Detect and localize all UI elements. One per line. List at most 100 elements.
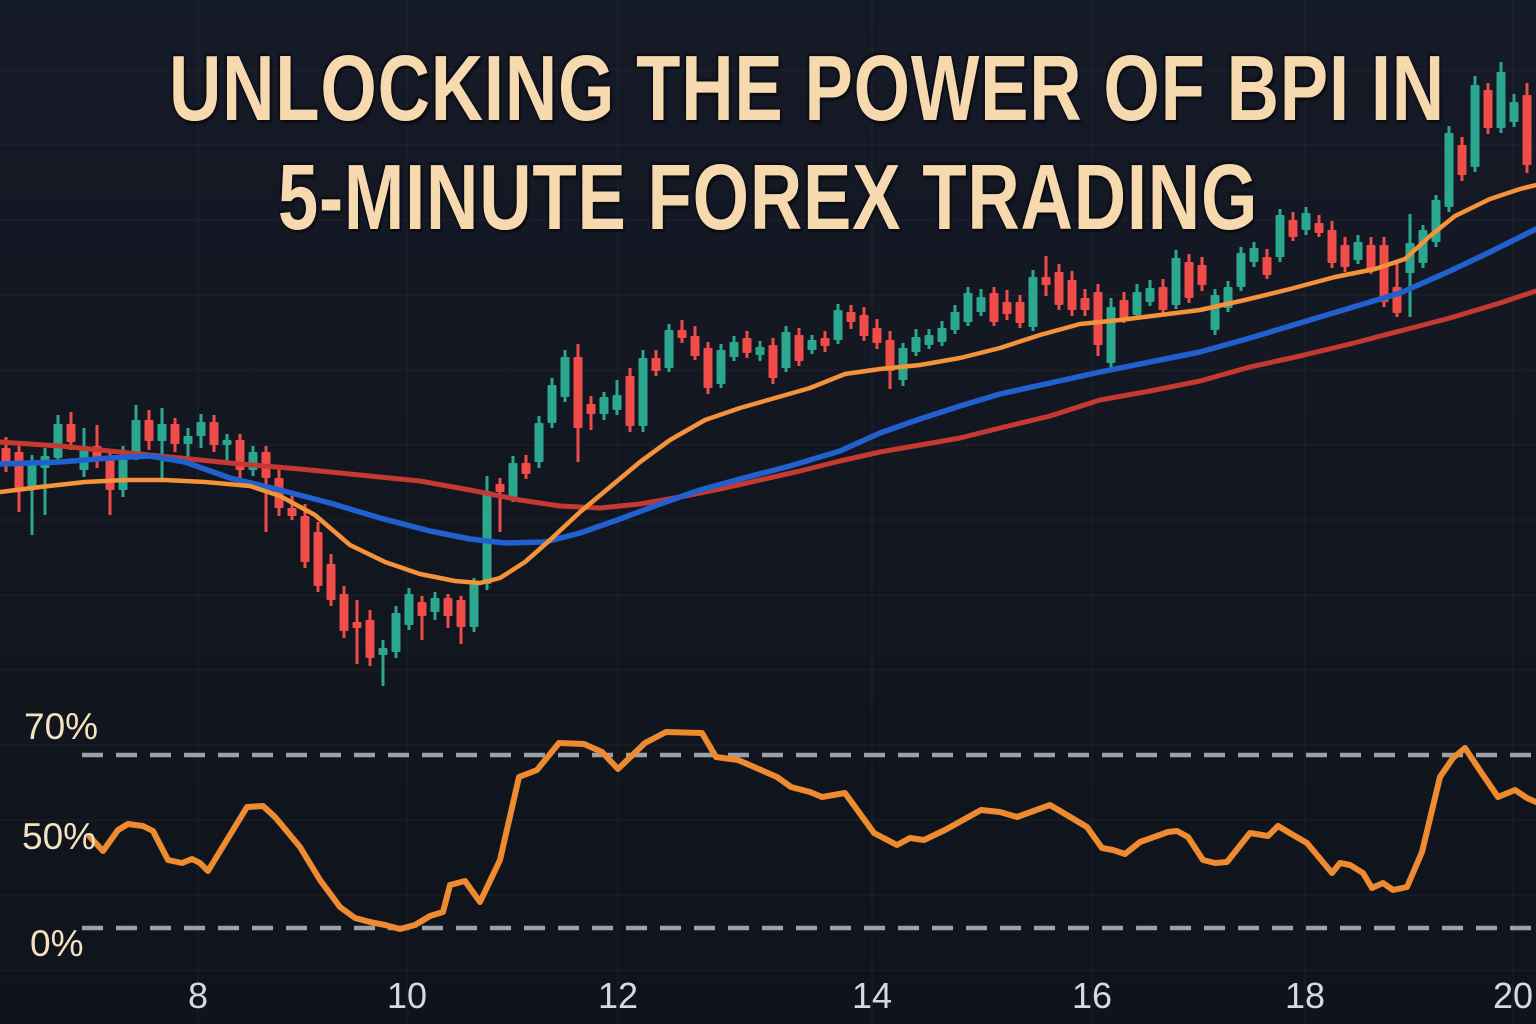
candle-up xyxy=(1236,253,1246,287)
candle-up xyxy=(755,347,765,355)
candle-down xyxy=(209,422,219,445)
candle-down xyxy=(794,335,804,361)
candle-down xyxy=(287,508,297,516)
candle-up xyxy=(729,342,739,357)
candle-down xyxy=(820,338,830,346)
candle-down xyxy=(1002,302,1012,314)
candle-up xyxy=(1145,288,1155,302)
candle-down xyxy=(586,404,596,414)
candle-up xyxy=(196,422,206,436)
candle-down xyxy=(625,376,635,426)
candle-up xyxy=(560,357,570,397)
candle-up xyxy=(976,297,986,312)
candle-up xyxy=(716,350,726,384)
oscillator-percent-label: 50% xyxy=(22,816,96,857)
candle-up xyxy=(508,463,518,497)
candle-down xyxy=(989,293,999,322)
candle-up xyxy=(664,330,674,368)
candle-down xyxy=(872,328,882,343)
x-tick-label: 18 xyxy=(1285,975,1325,1016)
candle-down xyxy=(742,338,752,353)
candle-down xyxy=(326,564,336,600)
candle-down xyxy=(690,336,700,356)
candle-down xyxy=(14,452,24,490)
candle-up xyxy=(1275,215,1285,257)
candle-up xyxy=(1509,102,1519,122)
candle-down xyxy=(1288,220,1298,237)
candle-up xyxy=(911,337,921,352)
candle-down xyxy=(300,516,310,562)
candle-up xyxy=(638,358,648,426)
candle-down xyxy=(885,340,895,371)
candle-down xyxy=(521,463,531,474)
candle-up xyxy=(547,385,557,423)
x-tick-label: 8 xyxy=(188,975,208,1016)
candle-down xyxy=(105,458,115,490)
candle-up xyxy=(1301,213,1311,230)
candle-up xyxy=(430,598,440,612)
candle-down xyxy=(1483,90,1493,128)
candle-down xyxy=(352,622,362,628)
candle-down xyxy=(1197,265,1207,285)
candle-up xyxy=(391,613,401,652)
candle-down xyxy=(1457,145,1467,175)
candle-up xyxy=(612,395,622,410)
ma-line-mid xyxy=(0,226,1536,546)
candle-up xyxy=(157,424,167,441)
candle-up xyxy=(833,310,843,340)
candle-down xyxy=(1522,95,1532,165)
candle-down xyxy=(1366,245,1376,270)
candle-up xyxy=(482,491,492,584)
candle-up xyxy=(1470,85,1480,167)
candle-up xyxy=(53,424,63,458)
candle-down xyxy=(1054,272,1064,305)
candle-down xyxy=(339,594,349,631)
x-tick-label: 16 xyxy=(1072,975,1112,1016)
candle-up xyxy=(937,328,947,342)
candle-up xyxy=(950,312,960,330)
candle-down xyxy=(1327,230,1337,263)
candle-down xyxy=(1093,292,1103,345)
candle-down xyxy=(313,532,323,586)
candle-down xyxy=(1340,245,1350,267)
candle-up xyxy=(807,340,817,350)
candle-down xyxy=(703,348,713,388)
candle-up xyxy=(183,436,193,444)
candle-down xyxy=(170,424,180,444)
candle-down xyxy=(573,357,583,428)
candle-down xyxy=(1314,223,1324,233)
ma-line-slow xyxy=(0,288,1536,511)
candle-down xyxy=(846,312,856,322)
x-tick-label: 12 xyxy=(598,975,638,1016)
oscillator-percent-label: 0% xyxy=(30,923,83,964)
candle-up xyxy=(1106,307,1116,363)
candle-up xyxy=(378,648,388,655)
candle-up xyxy=(1171,258,1181,305)
candle-down xyxy=(495,484,505,492)
candle-down xyxy=(456,600,466,627)
candle-up xyxy=(534,423,544,462)
candle-up xyxy=(469,584,479,627)
candle-up xyxy=(1249,248,1259,262)
candle-up xyxy=(222,440,232,445)
candle-up xyxy=(599,397,609,414)
candle-down xyxy=(365,620,375,658)
candle-up xyxy=(1444,133,1454,207)
candle-down xyxy=(1041,277,1051,285)
candle-up xyxy=(1132,292,1142,315)
x-tick-label: 14 xyxy=(852,975,892,1016)
candle-down xyxy=(768,345,778,378)
candle-up xyxy=(1210,295,1220,330)
candle-down xyxy=(144,420,154,441)
candle-up xyxy=(1028,277,1038,327)
x-tick-label: 10 xyxy=(387,975,427,1016)
candle-down xyxy=(1158,287,1168,310)
candle-up xyxy=(1496,72,1506,128)
candle-down xyxy=(1119,300,1129,318)
x-tick-label: 20 xyxy=(1493,975,1533,1016)
oscillator-percent-label: 70% xyxy=(24,706,98,747)
candle-up xyxy=(131,420,141,455)
candle-down xyxy=(274,478,284,508)
candle-down xyxy=(1379,245,1389,302)
